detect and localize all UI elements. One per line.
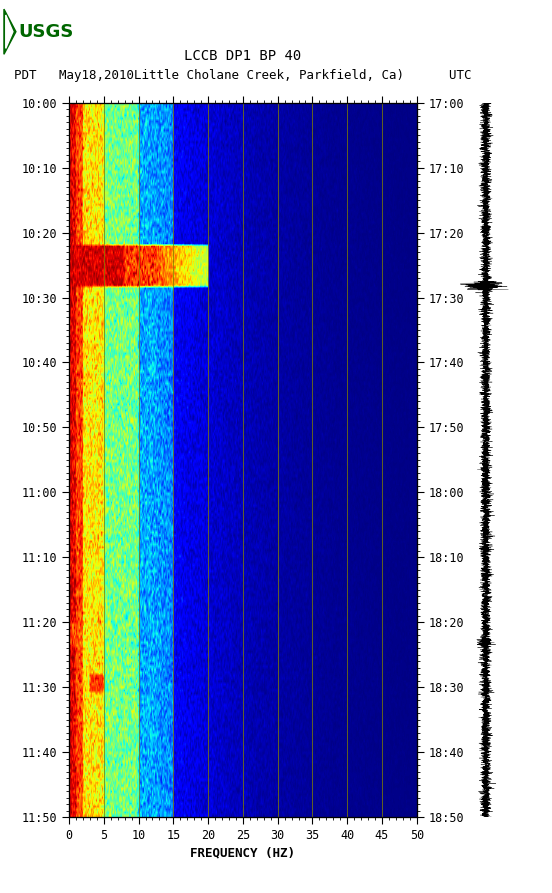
Text: USGS: USGS <box>18 22 73 41</box>
X-axis label: FREQUENCY (HZ): FREQUENCY (HZ) <box>190 846 295 859</box>
Polygon shape <box>4 9 16 54</box>
Text: LCCB DP1 BP 40: LCCB DP1 BP 40 <box>184 49 301 63</box>
Text: PDT   May18,2010Little Cholane Creek, Parkfield, Ca)      UTC: PDT May18,2010Little Cholane Creek, Park… <box>14 69 471 82</box>
Polygon shape <box>6 15 13 48</box>
